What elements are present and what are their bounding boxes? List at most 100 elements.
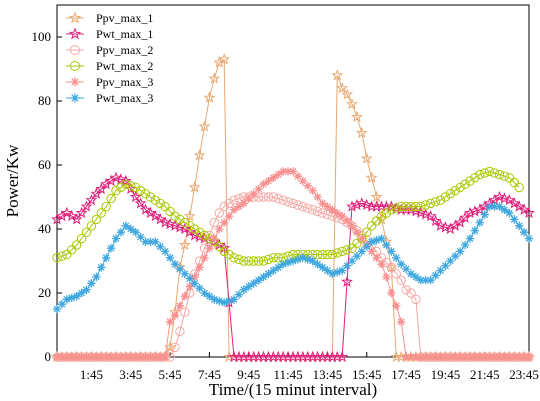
data-point-pwt-max-2 — [440, 192, 451, 202]
data-point-pwt-max-2 — [455, 182, 465, 193]
data-point-pwt-max-3 — [116, 228, 126, 237]
data-point-pwt-max-1 — [414, 206, 427, 219]
data-point-pwt-max-3 — [411, 272, 421, 282]
data-point-ppv-max-3 — [77, 352, 86, 362]
series-pwt-max-2 — [52, 166, 524, 266]
data-point-pwt-max-2 — [96, 208, 106, 218]
data-point-pwt-max-3 — [156, 242, 165, 251]
data-point-pwt-max-3 — [367, 237, 376, 246]
data-point-ppv-max-3 — [337, 212, 347, 221]
data-point-ppv-max-3 — [165, 317, 175, 326]
data-point-pwt-max-2 — [71, 240, 82, 250]
data-point-pwt-max-3 — [475, 218, 485, 227]
legend-item-pwt-max-1: Pwt_max_1 — [66, 27, 153, 41]
data-point-pwt-max-3 — [500, 205, 509, 214]
data-point-pwt-max-3 — [313, 260, 322, 269]
x-tick-label: 1:45 — [80, 367, 103, 382]
data-point-pwt-max-2 — [460, 179, 470, 189]
data-point-pwt-max-1 — [75, 206, 88, 219]
data-point-ppv-max-2 — [406, 288, 416, 298]
data-point-ppv-max-2 — [175, 326, 185, 337]
data-point-ppv-max-3 — [451, 352, 460, 362]
data-point-pwt-max-1 — [119, 174, 132, 187]
data-point-pwt-max-2 — [194, 227, 205, 237]
data-point-ppv-max-3 — [500, 352, 509, 362]
data-point-pwt-max-3 — [495, 202, 504, 211]
data-point-ppv-max-3 — [97, 352, 106, 362]
data-point-pwt-max-3 — [234, 290, 244, 299]
data-point-pwt-max-2 — [362, 227, 372, 237]
data-point-pwt-max-2 — [337, 246, 347, 257]
data-point-ppv-max-3 — [313, 192, 322, 202]
data-point-pwt-max-2 — [445, 189, 456, 199]
data-point-pwt-max-2 — [411, 201, 421, 212]
data-point-pwt-max-2 — [62, 249, 72, 260]
data-point-pwt-max-2 — [347, 243, 357, 253]
data-point-pwt-max-2 — [86, 221, 97, 231]
data-point-ppv-max-3 — [278, 167, 288, 176]
data-point-pwt-max-3 — [278, 260, 288, 269]
data-point-pwt-max-2 — [401, 201, 411, 212]
data-point-ppv-max-3 — [180, 292, 190, 301]
data-point-ppv-max-3 — [210, 234, 219, 243]
data-point-pwt-max-2 — [253, 256, 264, 266]
data-point-pwt-max-2 — [219, 246, 229, 257]
data-point-pwt-max-2 — [504, 173, 515, 183]
legend-label: Pwt_max_3 — [96, 91, 153, 105]
data-point-ppv-max-3 — [239, 199, 249, 208]
data-point-pwt-max-3 — [210, 295, 219, 304]
data-point-pwt-max-3 — [82, 285, 91, 294]
data-point-pwt-max-1 — [164, 217, 177, 230]
data-point-pwt-max-2 — [81, 227, 92, 237]
data-point-ppv-max-3 — [101, 352, 111, 362]
data-point-pwt-max-3 — [323, 266, 332, 275]
data-point-pwt-max-2 — [475, 169, 485, 180]
data-point-pwt-max-3 — [160, 247, 170, 256]
data-point-ppv-max-3 — [323, 202, 332, 211]
data-point-pwt-max-3 — [249, 279, 258, 288]
y-tick-label: 40 — [38, 221, 51, 236]
data-point-pwt-max-3 — [244, 282, 253, 291]
data-point-pwt-max-3 — [92, 272, 101, 282]
data-point-pwt-max-2 — [239, 256, 249, 266]
data-point-pwt-max-3 — [97, 263, 106, 272]
data-point-pwt-max-2 — [121, 179, 131, 189]
data-point-pwt-max-3 — [219, 298, 229, 307]
x-tick-label: 3:45 — [119, 367, 142, 382]
series-line-pwt-max-1 — [56, 177, 530, 358]
data-point-pwt-max-3 — [195, 284, 204, 293]
data-point-ppv-max-3 — [485, 352, 494, 362]
data-point-ppv-max-2 — [219, 201, 229, 212]
data-point-ppv-max-2 — [214, 208, 224, 218]
data-point-pwt-max-1 — [419, 208, 432, 220]
data-point-pwt-max-1 — [429, 214, 442, 227]
data-point-pwt-max-3 — [318, 263, 327, 272]
data-point-pwt-max-2 — [416, 201, 426, 212]
y-tick-label: 0 — [45, 349, 52, 364]
data-point-pwt-max-1 — [51, 213, 63, 225]
legend-marker — [68, 27, 82, 40]
x-tick-label: 9:45 — [237, 367, 260, 382]
legend-marker — [68, 11, 82, 24]
data-point-ppv-max-3 — [524, 352, 534, 362]
y-tick-label: 100 — [32, 29, 52, 44]
data-point-pwt-max-3 — [519, 228, 529, 237]
data-point-pwt-max-2 — [396, 201, 406, 212]
data-point-pwt-max-2 — [248, 256, 259, 266]
data-point-ppv-max-3 — [254, 184, 263, 194]
data-point-ppv-max-3 — [283, 167, 293, 176]
data-point-ppv-max-2 — [411, 294, 421, 305]
data-point-pwt-max-3 — [131, 228, 140, 237]
data-point-pwt-max-3 — [200, 288, 209, 298]
series-ppv-max-3 — [52, 167, 534, 362]
data-point-pwt-max-3 — [524, 234, 534, 243]
data-point-ppv-max-3 — [234, 202, 244, 211]
data-point-ppv-max-3 — [293, 172, 303, 181]
data-point-ppv-max-1 — [183, 209, 196, 222]
data-point-ppv-max-2 — [180, 307, 190, 317]
data-point-ppv-max-2 — [258, 192, 269, 202]
data-point-pwt-max-3 — [510, 215, 519, 224]
data-point-ppv-max-3 — [431, 352, 440, 362]
data-point-ppv-max-3 — [136, 352, 145, 362]
data-point-pwt-max-2 — [189, 224, 200, 234]
